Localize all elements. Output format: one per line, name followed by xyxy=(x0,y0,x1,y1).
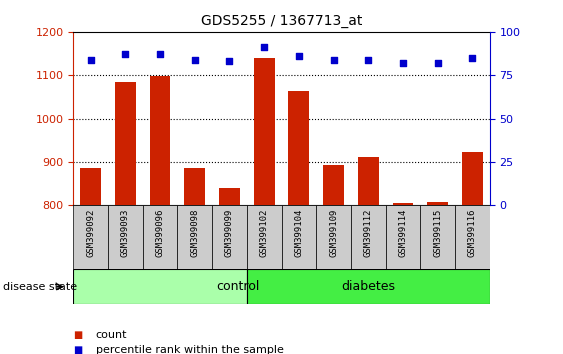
Point xyxy=(329,57,338,62)
Text: GSM399115: GSM399115 xyxy=(434,209,442,257)
Bar xyxy=(323,165,344,205)
Bar xyxy=(150,76,171,205)
Point xyxy=(399,60,408,66)
Bar xyxy=(358,157,379,205)
Text: GSM399099: GSM399099 xyxy=(225,209,234,257)
Bar xyxy=(142,205,177,269)
Point xyxy=(86,57,95,62)
Text: diabetes: diabetes xyxy=(341,280,395,293)
Text: ■: ■ xyxy=(73,330,82,339)
Text: GSM399092: GSM399092 xyxy=(86,209,95,257)
Bar xyxy=(212,205,247,269)
Point xyxy=(120,52,129,57)
Bar xyxy=(455,205,490,269)
Text: control: control xyxy=(216,280,260,293)
Point xyxy=(468,55,477,61)
Bar xyxy=(421,205,455,269)
Point xyxy=(364,57,373,62)
Text: disease state: disease state xyxy=(3,282,77,292)
Bar xyxy=(177,205,212,269)
Text: GSM399112: GSM399112 xyxy=(364,209,373,257)
Point xyxy=(190,57,199,62)
Text: ■: ■ xyxy=(73,346,82,354)
Bar xyxy=(282,205,316,269)
Bar xyxy=(427,202,448,205)
Bar xyxy=(73,269,247,304)
Bar xyxy=(392,203,413,205)
Text: GSM399116: GSM399116 xyxy=(468,209,477,257)
Bar xyxy=(219,188,240,205)
Bar xyxy=(254,58,275,205)
Bar xyxy=(386,205,421,269)
Point xyxy=(434,60,443,66)
Bar xyxy=(247,205,282,269)
Bar xyxy=(316,205,351,269)
Bar xyxy=(247,269,490,304)
Text: percentile rank within the sample: percentile rank within the sample xyxy=(96,346,284,354)
Text: GSM399104: GSM399104 xyxy=(294,209,303,257)
Point xyxy=(225,58,234,64)
Text: GSM399098: GSM399098 xyxy=(190,209,199,257)
Text: GSM399102: GSM399102 xyxy=(260,209,269,257)
Bar xyxy=(462,153,483,205)
Text: GSM399109: GSM399109 xyxy=(329,209,338,257)
Point xyxy=(260,45,269,50)
Bar xyxy=(73,205,108,269)
Bar xyxy=(184,167,205,205)
Point xyxy=(294,53,303,59)
Bar xyxy=(288,91,309,205)
Text: GSM399114: GSM399114 xyxy=(399,209,408,257)
Title: GDS5255 / 1367713_at: GDS5255 / 1367713_at xyxy=(201,14,362,28)
Text: count: count xyxy=(96,330,127,339)
Bar xyxy=(80,167,101,205)
Text: GSM399096: GSM399096 xyxy=(155,209,164,257)
Text: GSM399093: GSM399093 xyxy=(121,209,129,257)
Bar xyxy=(108,205,142,269)
Point xyxy=(155,52,164,57)
Bar xyxy=(351,205,386,269)
Bar xyxy=(115,82,136,205)
